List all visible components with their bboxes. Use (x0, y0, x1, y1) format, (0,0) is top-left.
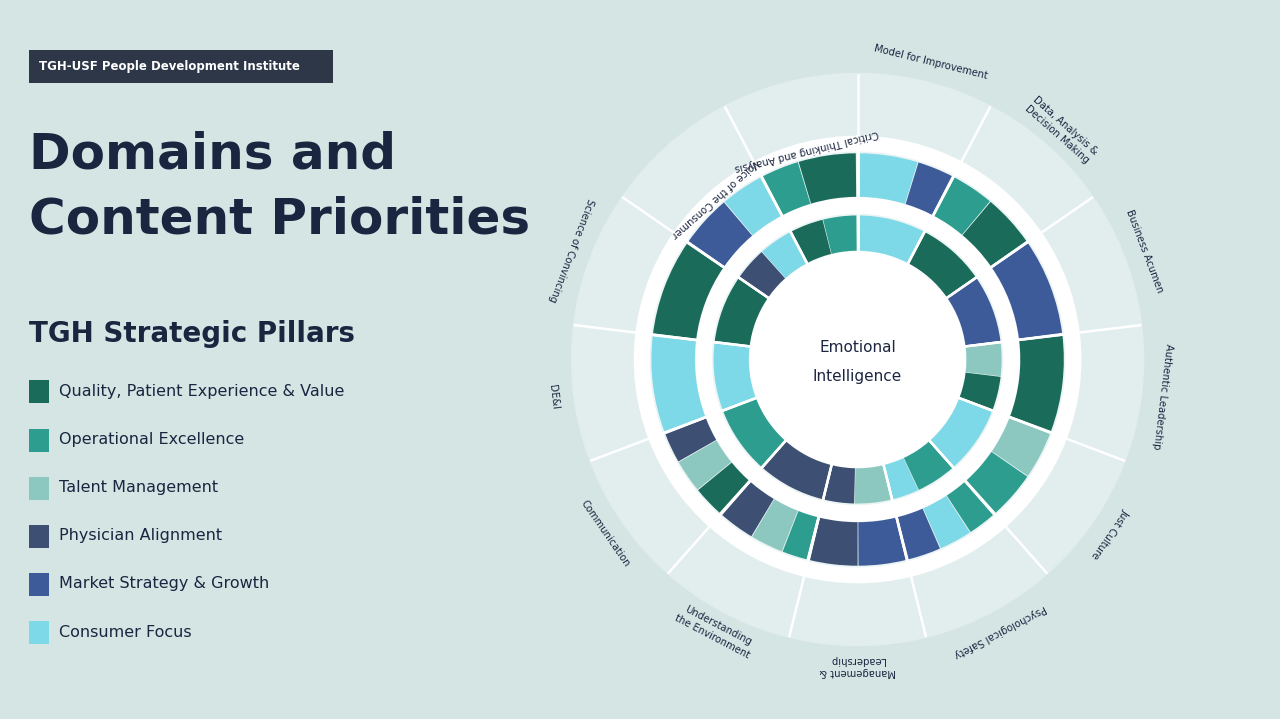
Wedge shape (992, 242, 1062, 339)
Wedge shape (923, 496, 970, 548)
Text: TGH Strategic Pillars: TGH Strategic Pillars (29, 321, 355, 348)
Text: Intelligence: Intelligence (813, 369, 902, 383)
Wedge shape (947, 482, 993, 532)
Circle shape (713, 214, 1002, 505)
Circle shape (696, 198, 1019, 521)
Wedge shape (722, 482, 774, 536)
Wedge shape (823, 216, 856, 254)
Wedge shape (791, 577, 924, 646)
Text: Emotional: Emotional (819, 339, 896, 354)
Wedge shape (855, 465, 891, 503)
Wedge shape (753, 499, 797, 551)
Wedge shape (963, 202, 1027, 266)
Wedge shape (810, 518, 858, 566)
Wedge shape (763, 441, 832, 500)
Wedge shape (1068, 326, 1143, 459)
Circle shape (572, 73, 1143, 646)
Text: Market Strategy & Growth: Market Strategy & Growth (59, 577, 269, 591)
Wedge shape (572, 326, 648, 459)
Wedge shape (824, 465, 855, 503)
Text: TGH-USF People Development Institute: TGH-USF People Development Institute (40, 60, 301, 73)
Text: Voice of the Consumer: Voice of the Consumer (669, 157, 760, 239)
Text: Domains and: Domains and (29, 131, 396, 178)
Wedge shape (859, 153, 918, 204)
Wedge shape (653, 244, 723, 340)
Wedge shape (1042, 198, 1142, 331)
Wedge shape (897, 508, 940, 559)
Wedge shape (669, 528, 803, 637)
Wedge shape (666, 418, 717, 462)
Text: Content Priorities: Content Priorities (29, 196, 530, 243)
Wedge shape (573, 198, 673, 331)
FancyBboxPatch shape (29, 525, 49, 548)
Text: Business Acumen: Business Acumen (1124, 208, 1165, 294)
Circle shape (750, 252, 965, 467)
Wedge shape (689, 203, 753, 267)
Text: Physician Alignment: Physician Alignment (59, 528, 221, 543)
Wedge shape (965, 343, 1002, 376)
Wedge shape (934, 178, 989, 234)
Text: Critical Thinking and Analysis: Critical Thinking and Analysis (733, 128, 879, 173)
Wedge shape (791, 220, 831, 263)
Circle shape (634, 136, 1082, 583)
Text: Talent Management: Talent Management (59, 480, 218, 495)
Wedge shape (966, 452, 1028, 513)
FancyBboxPatch shape (29, 380, 49, 403)
Text: Quality, Patient Experience & Value: Quality, Patient Experience & Value (59, 384, 344, 398)
Wedge shape (859, 518, 906, 566)
Circle shape (754, 256, 961, 463)
Text: Just Culture: Just Culture (1089, 507, 1130, 560)
Wedge shape (740, 252, 785, 297)
Wedge shape (904, 441, 952, 490)
Wedge shape (782, 511, 818, 559)
Text: Communication: Communication (579, 498, 631, 569)
Wedge shape (799, 153, 856, 203)
Wedge shape (713, 344, 756, 411)
Wedge shape (906, 162, 952, 215)
Text: Consumer Focus: Consumer Focus (59, 625, 192, 639)
Wedge shape (762, 232, 806, 278)
FancyBboxPatch shape (29, 477, 49, 500)
FancyBboxPatch shape (29, 50, 333, 83)
Wedge shape (963, 107, 1092, 232)
Text: Understanding
the Environment: Understanding the Environment (673, 602, 756, 660)
Wedge shape (960, 372, 1001, 409)
Wedge shape (931, 398, 992, 467)
Wedge shape (858, 216, 923, 262)
Circle shape (650, 152, 1065, 567)
Wedge shape (591, 440, 708, 572)
Wedge shape (723, 399, 786, 467)
Wedge shape (859, 73, 989, 161)
Wedge shape (992, 418, 1050, 476)
Wedge shape (947, 278, 1001, 345)
Text: Management &
Leadership: Management & Leadership (819, 655, 896, 677)
FancyBboxPatch shape (29, 429, 49, 452)
Wedge shape (1007, 440, 1124, 572)
Circle shape (754, 256, 961, 463)
Text: Data, Analysis &
Decision Making: Data, Analysis & Decision Making (1023, 94, 1100, 165)
Wedge shape (714, 279, 768, 347)
Text: Psychological Safety: Psychological Safety (952, 603, 1048, 659)
Wedge shape (623, 107, 753, 232)
FancyBboxPatch shape (29, 621, 49, 644)
Wedge shape (698, 462, 749, 513)
Text: Science of Convincing: Science of Convincing (547, 198, 595, 304)
Wedge shape (678, 441, 731, 490)
Wedge shape (884, 458, 918, 499)
Wedge shape (724, 178, 781, 235)
Wedge shape (763, 162, 810, 215)
Text: DE&I: DE&I (547, 383, 559, 409)
Wedge shape (909, 232, 975, 297)
Wedge shape (652, 336, 705, 433)
Wedge shape (726, 73, 856, 161)
Text: Model for Improvement: Model for Improvement (873, 43, 989, 81)
Text: Operational Excellence: Operational Excellence (59, 432, 244, 446)
FancyBboxPatch shape (29, 573, 49, 596)
Wedge shape (1010, 334, 1064, 431)
Text: Authentic Leadership: Authentic Leadership (1151, 343, 1174, 450)
Wedge shape (913, 528, 1046, 637)
